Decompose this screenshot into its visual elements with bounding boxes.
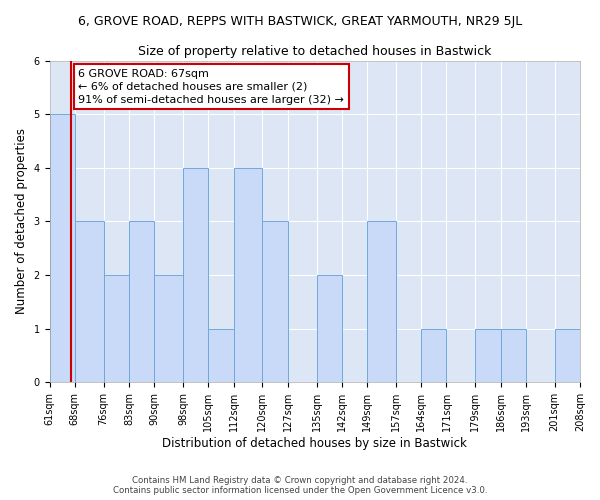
Bar <box>317 275 342 382</box>
Bar <box>208 328 233 382</box>
Bar <box>183 168 208 382</box>
Bar <box>104 275 129 382</box>
Bar <box>367 222 396 382</box>
Bar <box>500 328 526 382</box>
Text: Contains HM Land Registry data © Crown copyright and database right 2024.
Contai: Contains HM Land Registry data © Crown c… <box>113 476 487 495</box>
Bar <box>262 222 287 382</box>
Bar <box>154 275 183 382</box>
Text: 6, GROVE ROAD, REPPS WITH BASTWICK, GREAT YARMOUTH, NR29 5JL: 6, GROVE ROAD, REPPS WITH BASTWICK, GREA… <box>78 15 522 28</box>
Bar <box>50 114 75 382</box>
Bar <box>475 328 500 382</box>
Y-axis label: Number of detached properties: Number of detached properties <box>15 128 28 314</box>
Bar <box>129 222 154 382</box>
X-axis label: Distribution of detached houses by size in Bastwick: Distribution of detached houses by size … <box>163 437 467 450</box>
Bar <box>233 168 262 382</box>
Title: Size of property relative to detached houses in Bastwick: Size of property relative to detached ho… <box>138 45 491 58</box>
Bar <box>75 222 104 382</box>
Text: 6 GROVE ROAD: 67sqm
← 6% of detached houses are smaller (2)
91% of semi-detached: 6 GROVE ROAD: 67sqm ← 6% of detached hou… <box>79 68 344 105</box>
Bar <box>555 328 580 382</box>
Bar <box>421 328 446 382</box>
